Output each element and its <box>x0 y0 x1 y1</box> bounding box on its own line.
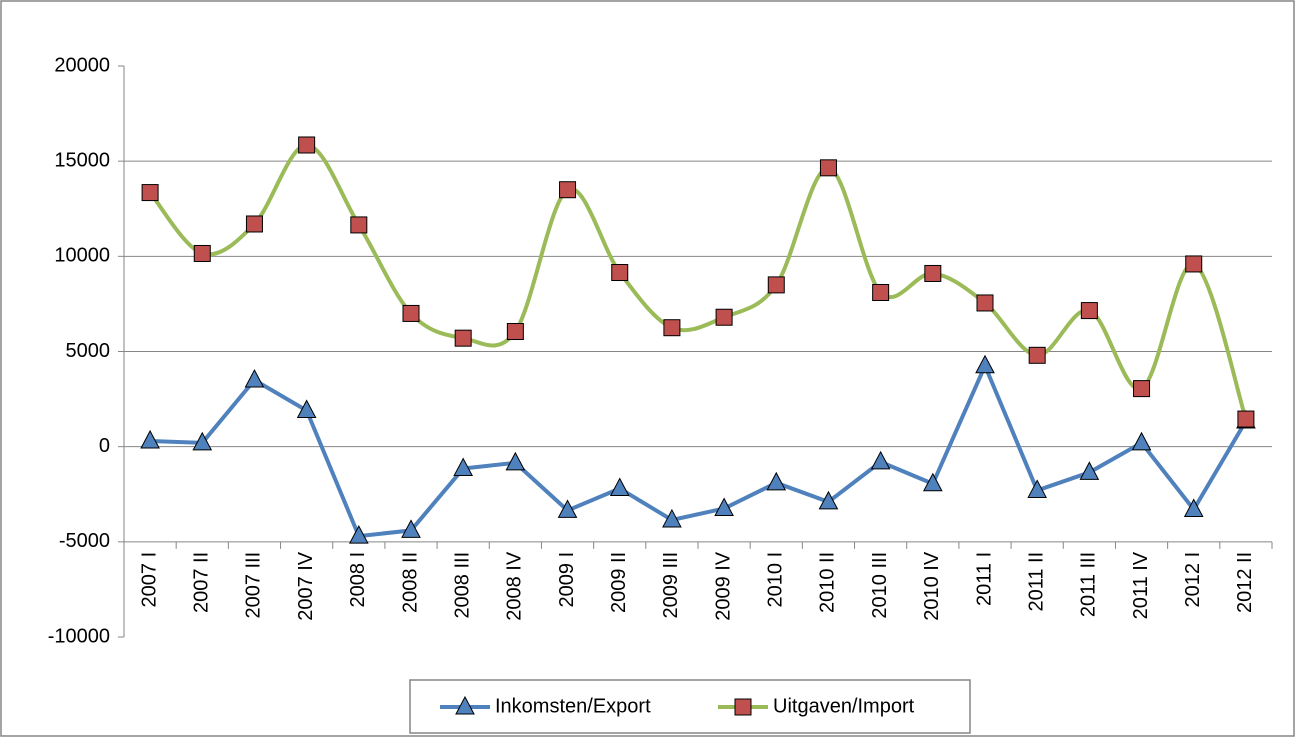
marker <box>714 497 734 517</box>
marker <box>662 508 682 528</box>
x-tick-label: 2007 IV <box>295 551 317 621</box>
marker <box>609 477 630 497</box>
marker <box>402 304 420 322</box>
marker <box>818 490 839 510</box>
marker <box>245 215 263 233</box>
marker <box>350 216 368 234</box>
marker <box>453 457 474 477</box>
marker <box>348 525 369 544</box>
marker <box>715 308 733 326</box>
marker <box>1133 380 1151 398</box>
marker <box>976 294 994 312</box>
x-tick-label: 2010 II <box>817 552 839 613</box>
marker <box>1185 255 1203 273</box>
series-line <box>150 360 1248 539</box>
legend: Inkomsten/Export Uitgaven/Import <box>409 679 971 734</box>
marker <box>1028 346 1046 364</box>
x-tick-label: 2011 III <box>1078 552 1100 617</box>
marker <box>559 181 577 199</box>
y-tick-label: 0 <box>99 435 110 457</box>
marker <box>1080 302 1098 320</box>
x-tick-label: 2011 I <box>973 552 995 606</box>
x-tick-label: 2009 IV <box>712 551 734 621</box>
x-tick-label: 2012 I <box>1182 552 1204 608</box>
x-tick-label: 2009 III <box>660 552 682 619</box>
marker <box>1027 479 1048 498</box>
y-tick-label: 20000 <box>54 54 110 76</box>
x-tick-label: 2007 II <box>191 552 213 613</box>
marker <box>766 471 787 491</box>
marker <box>296 399 317 419</box>
x-tick-label: 2011 II <box>1025 552 1047 612</box>
marker <box>298 136 316 154</box>
y-tick-label: -10000 <box>48 625 110 647</box>
marker <box>455 695 475 715</box>
marker <box>663 319 681 337</box>
y-tick-label: 10000 <box>54 245 110 267</box>
marker <box>454 329 472 347</box>
marker <box>924 264 942 282</box>
y-tick-label: 5000 <box>66 340 111 362</box>
marker <box>1079 461 1100 480</box>
marker <box>244 368 265 388</box>
legend-label: Inkomsten/Export <box>495 695 651 717</box>
marker <box>872 283 890 301</box>
marker <box>506 323 524 341</box>
marker <box>1131 431 1152 451</box>
x-tick-label: 2012 II <box>1234 552 1256 613</box>
x-tick-label: 2007 III <box>243 552 265 619</box>
marker <box>611 264 629 282</box>
x-tick-label: 2008 IV <box>504 551 526 621</box>
x-tick-label: 2009 II <box>608 552 630 613</box>
marker <box>734 698 752 716</box>
marker <box>401 519 421 538</box>
x-tick-label: 2008 I <box>347 552 369 608</box>
marker <box>767 276 785 294</box>
x-tick-label: 2010 I <box>765 552 787 608</box>
x-tick-label: 2008 III <box>451 552 473 619</box>
legend-label: Uitgaven/Import <box>773 695 915 717</box>
marker <box>870 450 891 470</box>
marker <box>192 431 213 451</box>
marker <box>922 472 943 492</box>
x-tick-label: 2007 I <box>138 552 160 608</box>
legend-box <box>409 679 971 734</box>
marker <box>140 429 160 449</box>
x-tick-label: 2008 II <box>399 552 421 613</box>
marker <box>1237 410 1255 428</box>
marker <box>975 354 995 374</box>
marker <box>557 499 578 518</box>
y-tick-label: 15000 <box>54 149 110 171</box>
marker <box>193 244 211 262</box>
y-tick-label: -5000 <box>59 530 110 552</box>
marker <box>1183 498 1204 517</box>
x-tick-label: 2010 IV <box>921 551 943 621</box>
marker <box>819 159 837 177</box>
marker <box>505 451 526 471</box>
marker <box>141 184 159 202</box>
x-tick-label: 2011 IV <box>1130 551 1152 619</box>
x-tick-label: 2009 I <box>556 552 578 608</box>
x-tick-label: 2010 III <box>869 552 891 619</box>
